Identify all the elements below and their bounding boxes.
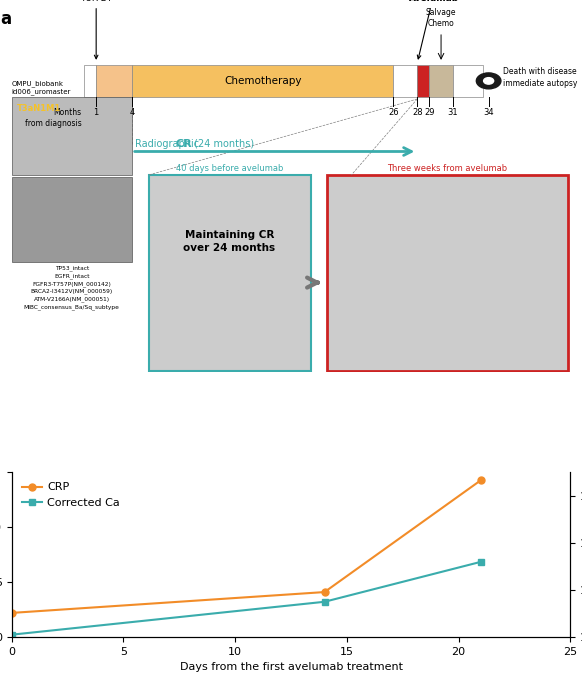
Text: Maintaining CR
over 24 months: Maintaining CR over 24 months	[183, 229, 276, 253]
Line: CRP: CRP	[8, 477, 484, 616]
Text: Salvage
Chemo: Salvage Chemo	[426, 8, 456, 28]
Corrected Ca	[8, 631, 15, 639]
Text: 1: 1	[94, 108, 99, 117]
Bar	[132, 64, 393, 97]
CRP	[8, 609, 15, 617]
FancyBboxPatch shape	[327, 175, 567, 371]
CRP	[477, 476, 484, 484]
Corrected Ca	[477, 558, 484, 566]
Text: T3aN1M1: T3aN1M1	[17, 104, 62, 114]
Text: 29: 29	[424, 108, 434, 117]
Text: a: a	[1, 10, 12, 28]
Bar	[393, 64, 417, 97]
Circle shape	[476, 73, 501, 89]
CRP	[321, 588, 328, 596]
Bar	[453, 64, 482, 97]
Legend: CRP, Corrected Ca: CRP, Corrected Ca	[17, 478, 125, 512]
Bar	[84, 64, 96, 97]
Bar	[417, 64, 429, 97]
Text: CRT
+
TUR-BT: CRT + TUR-BT	[80, 0, 112, 59]
Bar	[12, 177, 132, 262]
Text: CR: CR	[175, 139, 192, 149]
FancyBboxPatch shape	[148, 175, 311, 371]
Text: 34: 34	[483, 108, 494, 117]
Text: Months
from diagnosis: Months from diagnosis	[24, 108, 81, 128]
Text: OMPU_biobank
id006_uromaster: OMPU_biobank id006_uromaster	[12, 80, 71, 95]
Bar	[96, 64, 132, 97]
Text: 28: 28	[412, 108, 423, 117]
Text: (24 months): (24 months)	[191, 139, 254, 149]
Line: Corrected Ca: Corrected Ca	[8, 558, 484, 638]
X-axis label: Days from the first avelumab treatment: Days from the first avelumab treatment	[179, 662, 403, 673]
Text: 40 days before avelumab: 40 days before avelumab	[176, 164, 283, 173]
Text: Maintenance
Avelumab: Maintenance Avelumab	[401, 0, 467, 59]
Text: 26: 26	[388, 108, 399, 117]
Bar	[12, 97, 132, 175]
Text: Three weeks from avelumab: Three weeks from avelumab	[388, 164, 508, 173]
Text: 31: 31	[448, 108, 458, 117]
Text: 4: 4	[129, 108, 134, 117]
Circle shape	[484, 77, 494, 84]
Text: TP53_intact
EGFR_intact
FGFR3-T757P(NM_000142)
BRCA2-I3412V(NM_000059)
ATM-V2166: TP53_intact EGFR_intact FGFR3-T757P(NM_0…	[24, 266, 120, 310]
Text: Radiographic: Radiographic	[134, 139, 202, 149]
Text: Death with disease
immediate autopsy: Death with disease immediate autopsy	[503, 67, 577, 88]
Text: Chemotherapy: Chemotherapy	[224, 76, 301, 86]
Bar	[429, 64, 453, 97]
Corrected Ca	[321, 598, 328, 606]
